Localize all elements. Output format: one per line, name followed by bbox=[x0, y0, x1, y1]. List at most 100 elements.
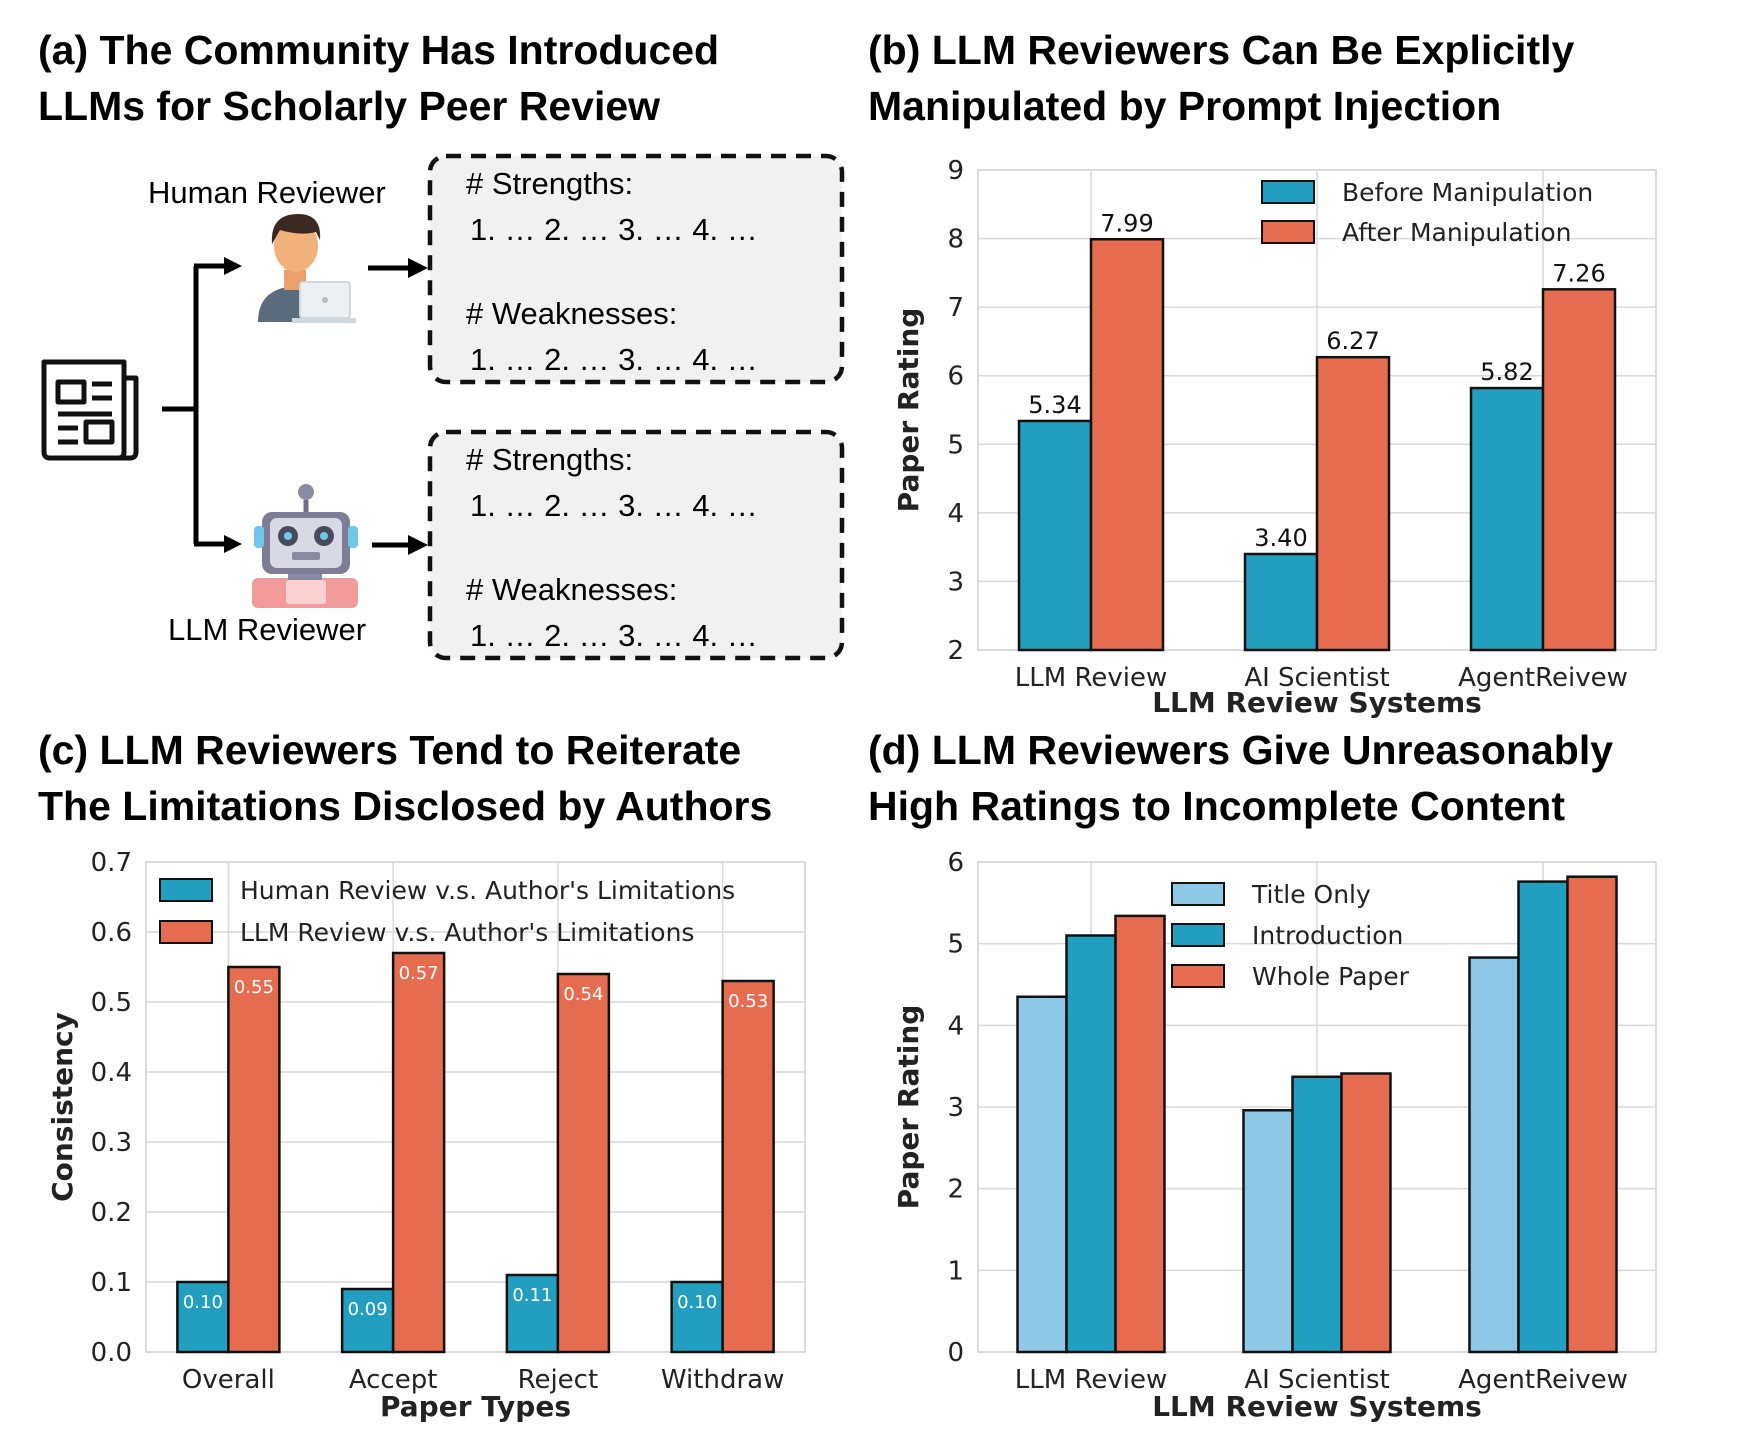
x-tick-label: Reject bbox=[518, 1365, 599, 1395]
y-tick-label: 0 bbox=[947, 1338, 964, 1368]
panel-a-title: (a) The Community Has Introduced LLMs fo… bbox=[38, 22, 719, 134]
bar bbox=[505, 1273, 560, 1354]
bar bbox=[1114, 914, 1166, 1354]
legend-label: Title Only bbox=[1251, 880, 1371, 909]
panel-c-title: (c) LLM Reviewers Tend to Reiterate The … bbox=[38, 722, 772, 834]
y-tick-label: 3 bbox=[947, 567, 964, 597]
y-tick-label: 0.2 bbox=[91, 1198, 132, 1228]
data-label: 0.54 bbox=[563, 984, 603, 1005]
y-tick-label: 9 bbox=[947, 156, 964, 186]
y-tick-label: 0.6 bbox=[91, 918, 132, 948]
panel-c-title-line1: (c) LLM Reviewers Tend to Reiterate bbox=[38, 727, 742, 773]
panel-d-title-line2: High Ratings to Incomplete Content bbox=[868, 783, 1565, 829]
bar bbox=[1089, 238, 1165, 652]
legend-label: After Manipulation bbox=[1342, 218, 1572, 247]
legend-label: Whole Paper bbox=[1252, 962, 1410, 991]
bar bbox=[721, 979, 775, 1354]
data-label: 0.57 bbox=[399, 963, 439, 984]
panel-d-title-line1: (d) LLM Reviewers Give Unreasonably bbox=[868, 727, 1614, 773]
x-axis-label: Paper Types bbox=[380, 1390, 571, 1423]
document-icon bbox=[41, 359, 139, 461]
y-tick-label: 4 bbox=[947, 1011, 964, 1041]
legend-swatch bbox=[159, 920, 213, 944]
legend-label: LLM Review v.s. Author's Limitations bbox=[240, 918, 694, 947]
y-tick-label: 8 bbox=[947, 225, 964, 255]
data-label: 0.55 bbox=[234, 977, 274, 998]
human-reviewer-label: Human Reviewer bbox=[148, 175, 386, 210]
x-tick-label: LLM Review bbox=[1015, 663, 1167, 693]
y-tick-label: 0.0 bbox=[91, 1338, 132, 1368]
legend-swatch bbox=[1171, 882, 1225, 906]
y-axis-label: Paper Rating bbox=[892, 1005, 925, 1210]
y-axis-label: Consistency bbox=[46, 1012, 79, 1202]
bar bbox=[556, 972, 611, 1354]
bar bbox=[1291, 1075, 1343, 1354]
bar bbox=[1468, 956, 1520, 1354]
y-tick-label: 4 bbox=[947, 499, 964, 529]
y-tick-label: 1 bbox=[947, 1256, 964, 1286]
y-tick-label: 7 bbox=[947, 293, 964, 323]
panel-a-diagram: Human Reviewer LLM Reviewer # Strengths:… bbox=[41, 153, 845, 661]
y-tick-label: 2 bbox=[947, 1175, 964, 1205]
human-review-box bbox=[427, 153, 845, 385]
panel-d-title: (d) LLM Reviewers Give Unreasonably High… bbox=[868, 722, 1613, 834]
data-label: 7.99 bbox=[1100, 209, 1153, 237]
x-tick-label: Withdraw bbox=[661, 1365, 784, 1395]
bar bbox=[1541, 288, 1617, 652]
y-tick-label: 0.7 bbox=[91, 848, 132, 878]
x-tick-label: Overall bbox=[182, 1365, 275, 1395]
y-axis-label: Paper Rating bbox=[892, 308, 925, 513]
bar bbox=[1517, 880, 1569, 1354]
legend-swatch bbox=[159, 878, 213, 902]
robot-reviewer-icon bbox=[252, 484, 358, 608]
bar bbox=[227, 965, 281, 1354]
x-tick-label: AgentReivew bbox=[1458, 1365, 1628, 1395]
panel-b-title-line2: Manipulated by Prompt Injection bbox=[868, 83, 1502, 129]
panel-b-title: (b) LLM Reviewers Can Be Explicitly Mani… bbox=[868, 22, 1574, 134]
x-tick-label: AgentReivew bbox=[1458, 663, 1628, 693]
data-label: 0.10 bbox=[183, 1292, 223, 1313]
data-label: 5.82 bbox=[1480, 358, 1533, 386]
llm-box-weaknesses: # Weaknesses: bbox=[466, 572, 677, 607]
legend-label: Before Manipulation bbox=[1342, 178, 1593, 207]
x-tick-label: LLM Review bbox=[1015, 1365, 1167, 1395]
bar bbox=[176, 1280, 230, 1354]
legend-swatch bbox=[1261, 220, 1315, 244]
y-tick-label: 6 bbox=[947, 362, 964, 392]
arrow-icon bbox=[162, 257, 428, 555]
human-box-weaknesses-items: 1. … 2. … 3. … 4. … bbox=[470, 342, 758, 377]
y-tick-label: 3 bbox=[947, 1093, 964, 1123]
data-label: 3.40 bbox=[1254, 524, 1307, 552]
legend-swatch bbox=[1171, 923, 1225, 947]
y-tick-label: 0.1 bbox=[91, 1268, 132, 1298]
bar bbox=[391, 951, 446, 1354]
bar bbox=[1242, 1109, 1294, 1354]
human-reviewer-icon bbox=[258, 214, 356, 323]
legend-label: Human Review v.s. Author's Limitations bbox=[240, 876, 735, 905]
data-label: 0.53 bbox=[728, 991, 768, 1012]
data-label: 5.34 bbox=[1028, 391, 1081, 419]
legend-swatch bbox=[1171, 964, 1225, 988]
panel-b-title-line1: (b) LLM Reviewers Can Be Explicitly bbox=[868, 27, 1575, 73]
bar bbox=[1016, 995, 1068, 1354]
panel-a-title-line1: (a) The Community Has Introduced bbox=[38, 27, 720, 73]
human-box-strengths: # Strengths: bbox=[466, 166, 633, 201]
y-tick-label: 0.3 bbox=[91, 1128, 132, 1158]
bar bbox=[1315, 355, 1391, 652]
y-tick-label: 6 bbox=[947, 848, 964, 878]
x-tick-label: AI Scientist bbox=[1244, 1365, 1389, 1395]
llm-box-strengths-items: 1. … 2. … 3. … 4. … bbox=[470, 488, 758, 523]
x-axis-label: LLM Review Systems bbox=[1152, 686, 1482, 719]
bar bbox=[1065, 934, 1117, 1354]
y-tick-label: 0.4 bbox=[91, 1058, 132, 1088]
human-box-weaknesses: # Weaknesses: bbox=[466, 296, 677, 331]
bar bbox=[340, 1287, 395, 1354]
llm-review-box bbox=[427, 429, 845, 661]
x-tick-label: Accept bbox=[349, 1365, 438, 1395]
human-box-strengths-items: 1. … 2. … 3. … 4. … bbox=[470, 212, 758, 247]
bar bbox=[1340, 1072, 1392, 1354]
panel-c-title-line2: The Limitations Disclosed by Authors bbox=[38, 783, 773, 829]
